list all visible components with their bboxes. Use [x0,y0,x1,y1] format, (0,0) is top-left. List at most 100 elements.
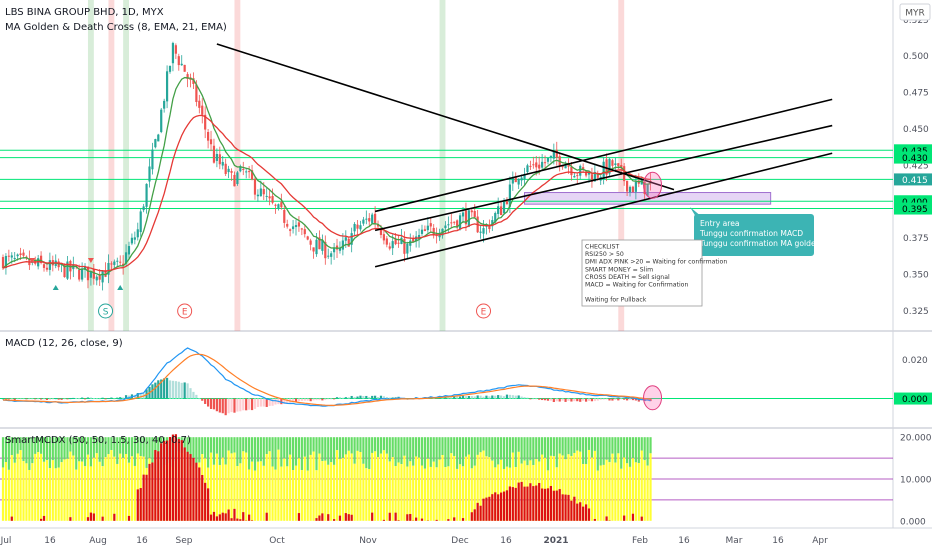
macd-histogram-bar [303,398,306,401]
candle [590,174,594,182]
candle [608,158,611,174]
smart-bar-green [479,437,482,453]
smart-bar-green [7,437,10,470]
smart-bar-green [456,437,459,469]
smart-bar-red [388,512,391,521]
smart-bar-red [227,509,230,521]
macd-circle-highlight [643,385,663,411]
time-tick-label: Mar [726,536,743,546]
time-axis: Jul 16 Aug 16 Sep Oct Nov Dec 16 2021 Feb 16 Mar 16 Ap… [0,536,828,546]
smart-bar-yellow [634,462,637,521]
smart-bar-green [233,437,236,453]
macd-histogram-bar [649,398,652,402]
smart-bar-green [300,437,303,471]
smart-bar-red [209,514,213,521]
candle [327,255,330,257]
currency-badge-box[interactable] [899,3,931,21]
price-tick-label: 0.450 [903,125,929,135]
candle [412,237,415,242]
smart-bar-red [470,512,473,521]
macd-histogram-bar [122,397,125,399]
smart-bar-yellow [31,463,34,521]
smart-bar-green [640,437,643,451]
smart-bar-green [538,437,541,462]
smart-bar-yellow [286,466,289,521]
smart-bar-red [517,482,520,521]
macd-histogram-bar [611,398,614,401]
smart-bar-yellow [57,467,60,521]
smart-pane-label[interactable]: SmartMCDX (50, 50, 1.5, 30, 40, 0.7) [5,435,191,446]
checklist-line: CROSS DEATH = Sell signal [585,274,670,281]
candle [494,213,497,223]
candle [409,240,412,246]
smart-bar-red [327,514,330,521]
smart-bar-red [165,440,169,521]
candle [520,177,523,181]
smart-tick-label: 0.000 [900,517,926,527]
indicator-label[interactable]: MA Golden & Death Cross (8, EMA, 21, EMA… [5,22,227,33]
level-badge [894,173,932,186]
time-tick-label: 16 [678,536,690,546]
smart-bar-yellow [239,463,242,521]
smart-bar-yellow [7,469,10,521]
time-tick-label: Sep [176,536,193,546]
smart-bar-red [344,513,347,521]
smart-bar-yellow [605,459,608,521]
smart-bar-green [321,437,324,462]
smart-bar-red [127,515,131,521]
smart-bar-yellow [10,455,13,521]
smart-bar-yellow [136,453,139,521]
smart-bar-red [248,514,251,521]
smart-bar-green [1,437,5,468]
symbol-title[interactable]: LBS BINA GROUP BHD, 1D, MYX [5,7,164,18]
smart-bar-green [450,437,453,454]
smart-bar-yellow [599,465,602,521]
smart-bar-red [92,513,95,521]
candle [324,242,327,259]
candle [95,276,98,281]
smart-bar-red [494,492,497,521]
candle [634,181,637,192]
candle [514,176,517,183]
candle [69,260,72,272]
macd-histogram-bar [256,398,260,407]
smart-bar-red [145,474,148,521]
macd-histogram-bar [204,398,207,404]
smart-bar-red [239,519,242,521]
smart-bar-yellow [98,461,101,521]
smart-bar-green [470,437,473,469]
smart-bar-red [552,490,555,521]
smart-bar-red [485,497,488,521]
smart-bar-red [265,512,268,521]
smart-bar-green [485,437,488,457]
smart-bar-yellow [368,469,371,521]
macd-histogram-bar [447,397,450,399]
smart-bar-red [561,494,564,521]
macd-histogram-bar [488,396,491,399]
macd-histogram-bar [327,398,330,400]
macd-pane-label[interactable]: MACD (12, 26, close, 9) [5,338,123,349]
smart-bar-red [233,508,236,521]
smart-bar-red [163,440,166,521]
candle [617,163,620,166]
checklist-line: SMART MONEY = Slim [585,266,653,273]
smart-bar-green [388,437,391,462]
smart-bar-red [151,462,154,521]
smart-bar-red [491,494,494,521]
price-tick-label: 0.350 [903,271,929,281]
smart-bar-yellow [51,460,54,521]
smart-bar-green [142,437,145,457]
smart-bar-yellow [417,457,421,521]
candle [192,78,195,84]
candle [139,211,142,233]
smart-bar-green [60,437,63,463]
smart-bar-red [447,519,450,521]
candle [265,195,268,197]
smart-bar-red [564,494,567,521]
smart-bar-green [148,437,151,459]
smart-bar-green [473,437,476,466]
macd-histogram-bar [587,398,591,401]
smart-bar-red [605,516,608,521]
smart-bar-green [69,437,72,452]
